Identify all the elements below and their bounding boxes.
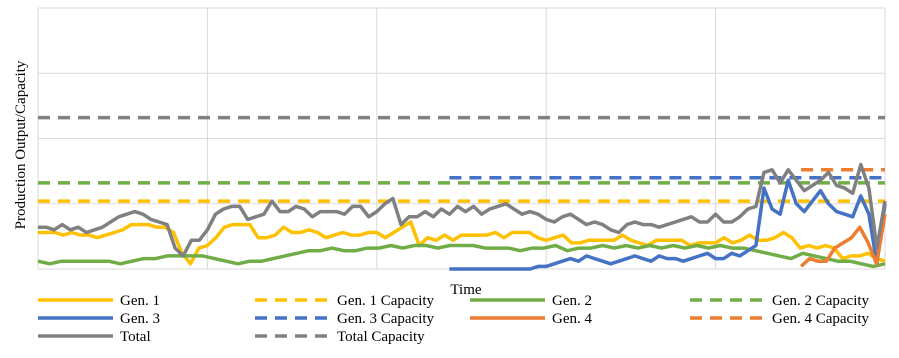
series-line-gen-1 bbox=[38, 220, 886, 266]
legend-label: Gen. 4 bbox=[552, 311, 592, 327]
series-line-gen-4 bbox=[799, 213, 887, 268]
legend-label: Gen. 1 Capacity bbox=[337, 293, 435, 309]
x-axis-label: Time bbox=[450, 282, 481, 298]
legend-item: Total Capacity bbox=[255, 329, 425, 345]
plot-lines bbox=[37, 115, 887, 271]
legend-label: Gen. 2 bbox=[552, 293, 592, 309]
legend-label: Total bbox=[120, 329, 151, 345]
legend-item: Gen. 3 bbox=[38, 311, 160, 327]
legend-label: Gen. 4 Capacity bbox=[772, 311, 870, 327]
legend-label: Gen. 2 Capacity bbox=[772, 293, 870, 309]
legend-item: Gen. 2 bbox=[470, 293, 592, 309]
legend-item: Gen. 3 Capacity bbox=[255, 311, 435, 327]
legend-item: Total bbox=[38, 329, 151, 345]
legend-item: Gen. 4 bbox=[470, 311, 592, 327]
legend-label: Total Capacity bbox=[337, 329, 425, 345]
series-line-total bbox=[38, 162, 887, 258]
series-line-gen-2 bbox=[37, 243, 886, 269]
legend-item: Gen. 1 bbox=[38, 293, 160, 309]
series-line-gen-3 bbox=[449, 178, 887, 271]
legend-label: Gen. 1 bbox=[120, 293, 160, 309]
legend-label: Gen. 3 Capacity bbox=[337, 311, 435, 327]
legend-item: Gen. 2 Capacity bbox=[690, 293, 870, 309]
legend-item: Gen. 1 Capacity bbox=[255, 293, 435, 309]
legend-label: Gen. 3 bbox=[120, 311, 160, 327]
legend-item: Gen. 4 Capacity bbox=[690, 311, 870, 327]
legend: Gen. 1 Gen. 1 Capacity Gen. 2 Gen. 2 Capaci… bbox=[38, 293, 870, 345]
y-axis-label: Production Output/Capacity bbox=[13, 60, 29, 229]
